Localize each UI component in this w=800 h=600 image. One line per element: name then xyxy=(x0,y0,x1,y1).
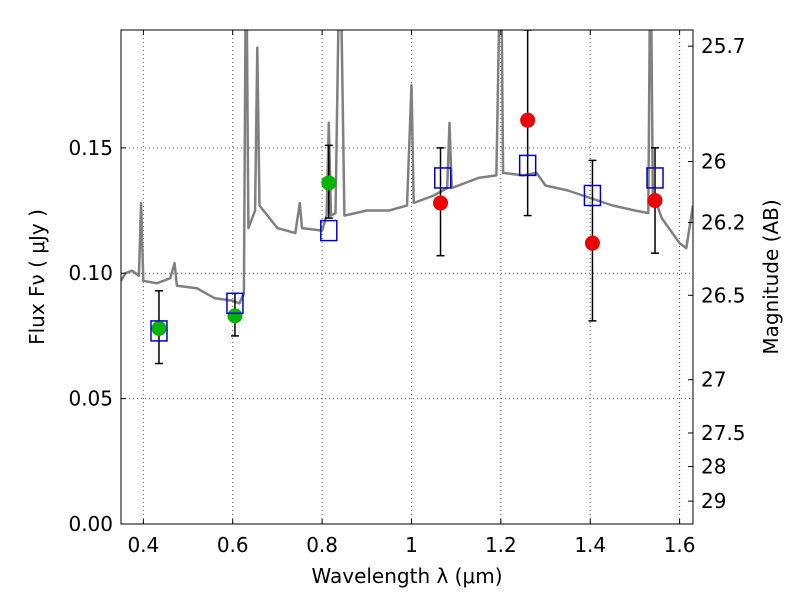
x-tick-label: 1.6 xyxy=(664,533,696,557)
green-data-point xyxy=(151,320,167,336)
red-data-point xyxy=(584,235,600,251)
model-flux-square xyxy=(320,219,338,242)
plot-frame xyxy=(120,29,694,525)
y2-tick-label: 26 xyxy=(701,150,726,174)
red-data-point xyxy=(520,112,536,128)
y2-tick-label: 28 xyxy=(701,455,726,479)
y2-axis-label: Magnitude (AB) xyxy=(759,199,783,354)
y-axis-label: Flux Fν ( μJy ) xyxy=(25,209,49,345)
x-tick-label: 0.8 xyxy=(306,533,338,557)
x-tick-label: 1 xyxy=(405,533,418,557)
model-spectrum-line xyxy=(121,30,693,305)
ticks: 0.4 0.6 0.8 1 1.2 1.4 1.6 0.00 0.05 0.10 0.15 25.7 2… xyxy=(68,30,746,557)
x-axis-label: Wavelength λ (μm) xyxy=(311,564,502,588)
x-tick-label: 0.4 xyxy=(127,533,159,557)
red-data-point xyxy=(647,193,663,209)
y2-tick-label: 26.2 xyxy=(701,211,746,235)
y2-tick-label: 27.5 xyxy=(701,421,746,445)
plot-data xyxy=(121,30,693,305)
model-flux-square xyxy=(583,184,602,207)
x-tick-label: 1.4 xyxy=(574,533,606,557)
plot-markers xyxy=(150,30,664,365)
red-data-point xyxy=(433,195,449,211)
model-flux-square xyxy=(150,320,168,342)
model-flux-square xyxy=(226,292,244,315)
y2-tick-label: 26.5 xyxy=(701,283,746,307)
green-data-point xyxy=(321,175,337,191)
y-tick-label: 0.05 xyxy=(68,387,113,411)
plot-background xyxy=(121,30,693,524)
green-data-point xyxy=(227,308,243,324)
y-tick-label: 0.00 xyxy=(68,512,113,536)
model-flux-square xyxy=(434,167,452,189)
y-tick-label: 0.10 xyxy=(68,261,113,285)
y2-tick-label: 27 xyxy=(701,368,726,392)
model-flux-square xyxy=(518,154,537,177)
model-flux-square xyxy=(646,167,664,189)
y2-tick-label: 29 xyxy=(701,489,726,513)
x-tick-label: 1.2 xyxy=(485,533,517,557)
y-tick-label: 0.15 xyxy=(68,136,113,160)
y2-tick-label: 25.7 xyxy=(701,34,746,58)
x-tick-label: 0.6 xyxy=(217,533,249,557)
